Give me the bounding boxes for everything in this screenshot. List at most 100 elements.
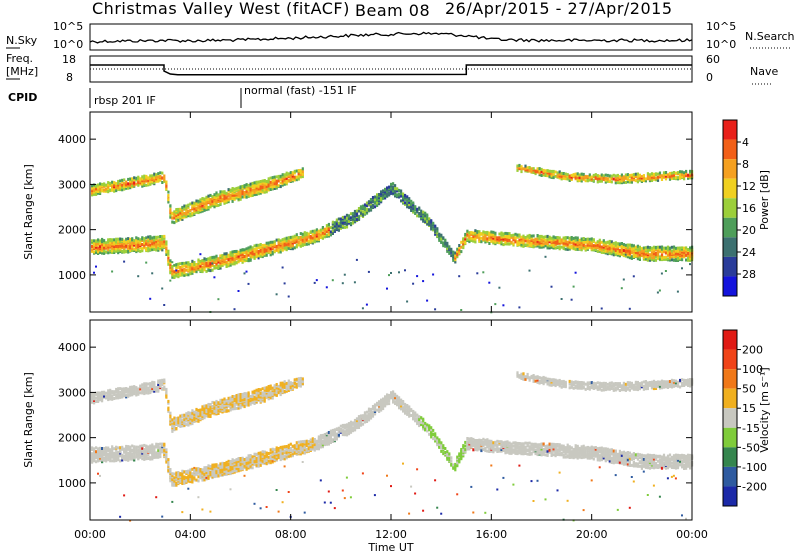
heatmap-cell xyxy=(231,469,234,472)
heatmap-cell xyxy=(632,244,635,248)
heatmap-cell xyxy=(169,475,172,479)
heatmap-cell xyxy=(564,243,567,247)
heatmap-cell xyxy=(295,169,298,173)
heatmap-cell xyxy=(137,390,140,394)
heatmap-cell xyxy=(201,207,204,211)
heatmap-cell xyxy=(257,458,260,462)
heatmap-cell xyxy=(472,235,475,239)
heatmap-cell xyxy=(119,179,122,183)
heatmap-cell xyxy=(137,237,140,241)
heatmap-cell xyxy=(418,214,421,218)
heatmap-cell xyxy=(173,214,176,218)
heatmap-cell xyxy=(293,246,296,250)
heatmap-cell xyxy=(333,228,336,232)
heatmap-cell xyxy=(666,250,670,253)
heatmap-cell xyxy=(261,188,264,192)
heatmap-cell xyxy=(508,238,511,242)
heatmap-cell xyxy=(668,252,672,256)
heatmap-cell xyxy=(221,464,224,468)
heatmap-cell xyxy=(223,469,226,473)
heatmap-cell xyxy=(502,235,505,239)
heatmap-cell xyxy=(215,467,218,471)
heatmap-cell xyxy=(145,444,148,448)
heatmap-cell xyxy=(307,242,310,246)
heatmap-cell xyxy=(245,189,248,193)
heatmap-cell xyxy=(297,237,300,241)
heatmap-cell xyxy=(219,190,222,194)
heatmap-cell xyxy=(159,235,162,238)
heatmap-cell xyxy=(249,192,252,196)
heatmap-cell xyxy=(219,254,222,258)
heatmap-cell xyxy=(247,183,250,187)
heatmap-cell xyxy=(229,466,232,470)
heatmap-cell xyxy=(536,167,539,171)
heatmap-cell xyxy=(199,207,202,210)
heatmap-cell xyxy=(121,456,124,460)
heatmap-cell xyxy=(263,391,266,395)
heatmap-cell xyxy=(241,463,244,467)
heatmap-cell xyxy=(293,380,296,384)
heatmap-cell xyxy=(141,391,144,395)
heatmap-cell xyxy=(281,238,284,242)
heatmap-cell xyxy=(422,215,425,219)
heatmap-cell xyxy=(353,209,357,213)
heatmap-cell xyxy=(135,392,138,395)
heatmap-cell xyxy=(231,397,234,400)
heatmap-cell xyxy=(378,202,381,206)
heatmap-cell xyxy=(291,171,294,175)
heatmap-cell xyxy=(219,398,222,402)
heatmap-cell xyxy=(115,393,118,397)
heatmap-cell xyxy=(173,476,176,480)
heatmap-cell xyxy=(211,473,214,477)
heatmap-cell xyxy=(101,451,104,454)
heatmap-cell xyxy=(390,184,393,188)
heatmap-cell xyxy=(325,230,328,233)
heatmap-cell xyxy=(560,177,563,181)
heatmap-cell xyxy=(658,245,662,249)
heatmap-cell xyxy=(205,204,208,208)
heatmap-cell xyxy=(183,211,186,215)
heatmap-cell xyxy=(584,174,587,178)
heatmap-cell xyxy=(580,172,583,176)
heatmap-cell xyxy=(165,180,168,184)
heatmap-cell xyxy=(464,237,467,241)
heatmap-cell xyxy=(153,455,156,459)
heatmap-cell xyxy=(227,463,230,466)
heatmap-cell xyxy=(638,258,641,261)
heatmap-cell xyxy=(323,232,326,235)
heatmap-cell xyxy=(390,182,393,186)
heatmap-cell xyxy=(233,469,236,473)
heatmap-cell xyxy=(512,233,515,237)
heatmap-cell xyxy=(301,450,304,454)
heatmap-cell xyxy=(189,415,192,419)
heatmap-cell xyxy=(147,448,150,452)
heatmap-cell xyxy=(265,243,268,247)
heatmap-cell xyxy=(237,290,240,292)
heatmap-cell xyxy=(508,242,511,246)
heatmap-cell xyxy=(608,239,611,243)
heatmap-cell xyxy=(209,464,212,468)
heatmap-cell xyxy=(243,405,246,409)
heatmap-cell xyxy=(189,212,192,216)
heatmap-cell xyxy=(646,177,649,181)
heatmap-cell xyxy=(279,383,282,387)
heatmap-cell xyxy=(249,457,252,461)
heatmap-cell xyxy=(111,459,114,463)
heatmap-cell xyxy=(562,239,565,243)
heatmap-cell xyxy=(287,246,290,250)
heatmap-cell xyxy=(548,172,551,176)
heatmap-cell xyxy=(618,244,621,248)
heatmap-cell xyxy=(119,450,122,454)
heatmap-cell xyxy=(301,232,304,236)
heatmap-cell xyxy=(265,253,268,257)
freq-unit: [MHz] xyxy=(6,65,38,78)
heatmap-cell xyxy=(482,238,485,241)
heatmap-cell xyxy=(121,188,124,192)
heatmap-cell xyxy=(177,481,180,485)
heatmap-cell xyxy=(259,191,262,195)
heatmap-cell xyxy=(295,377,298,381)
heatmap-cell xyxy=(143,386,146,390)
heatmap-cell xyxy=(474,237,477,241)
heatmap-cell xyxy=(295,447,298,451)
